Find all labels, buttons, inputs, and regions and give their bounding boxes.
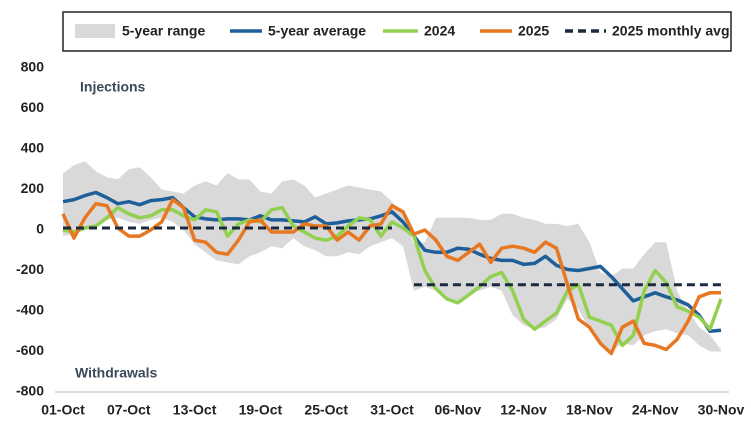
series-line xyxy=(61,197,721,356)
x-tick-label: 25-Oct xyxy=(304,402,348,418)
x-tick-label: 01-Oct xyxy=(41,402,85,418)
y-tick-label: -600 xyxy=(16,342,44,358)
x-tick-label: 19-Oct xyxy=(239,402,283,418)
legend-label: 2025 monthly avg xyxy=(612,23,730,39)
x-tick-label: 07-Oct xyxy=(107,402,151,418)
annotation: Injections xyxy=(80,79,146,95)
legend-label: 5-year range xyxy=(122,23,205,39)
y-tick-label: 200 xyxy=(21,180,45,196)
x-tick-label: 30-Nov xyxy=(698,402,745,418)
series-line xyxy=(63,226,721,287)
y-tick-label: 0 xyxy=(36,221,44,237)
x-tick-label: 06-Nov xyxy=(434,402,481,418)
annotation: Withdrawals xyxy=(75,365,158,381)
legend-swatch xyxy=(75,24,115,38)
legend-label: 5-year average xyxy=(268,23,366,39)
y-tick-label: 800 xyxy=(21,59,45,75)
x-tick-label: 24-Nov xyxy=(632,402,679,418)
series-line xyxy=(62,190,722,334)
x-tick-label: 31-Oct xyxy=(370,402,414,418)
legend-label: 2024 xyxy=(424,23,455,39)
x-tick-label: 18-Nov xyxy=(566,402,613,418)
y-tick-label: -800 xyxy=(16,383,44,399)
legend-label: 2025 xyxy=(518,23,549,39)
x-tick-label: 12-Nov xyxy=(500,402,547,418)
y-tick-label: -400 xyxy=(16,302,44,318)
x-tick-label: 13-Oct xyxy=(173,402,217,418)
legend-box xyxy=(62,11,732,52)
y-tick-label: -200 xyxy=(16,261,44,277)
y-tick-label: 600 xyxy=(21,99,45,115)
range-area xyxy=(63,161,721,352)
y-tick-label: 400 xyxy=(21,140,45,156)
series-line xyxy=(62,205,723,348)
